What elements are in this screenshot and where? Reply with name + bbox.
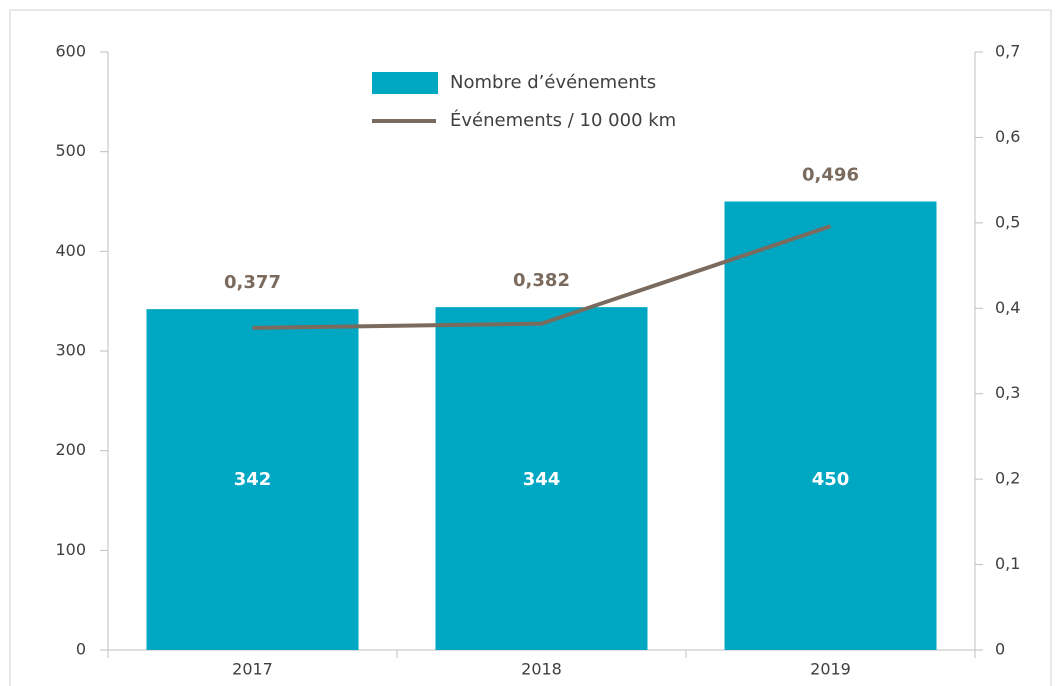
y-tick-label: 0 (76, 640, 86, 659)
x-tick-label: 2017 (232, 660, 273, 679)
bar-value-label: 450 (812, 469, 850, 490)
chart-frame (9, 9, 1052, 686)
line-value-label: 0,496 (802, 165, 859, 186)
bar-value-label: 344 (523, 469, 561, 490)
y-tick-label: 600 (55, 42, 86, 61)
x-tick-label: 2019 (810, 660, 851, 679)
y2-tick-label: 0 (995, 640, 1005, 659)
legend-swatch (372, 72, 438, 94)
y-tick-label: 200 (55, 440, 86, 459)
y-tick-label: 100 (55, 540, 86, 559)
line-value-label: 0,377 (224, 272, 281, 293)
y-tick-label: 500 (55, 141, 86, 160)
legend-label: Événements / 10 000 km (450, 109, 676, 131)
bar (724, 201, 937, 650)
legend-label: Nombre d’événements (450, 72, 656, 93)
x-tick-label: 2018 (521, 660, 562, 679)
y2-tick-label: 0,2 (995, 469, 1020, 488)
bar (435, 307, 648, 650)
y2-tick-label: 0,1 (995, 554, 1020, 573)
line (252, 224, 832, 330)
line-value-label: 0,382 (513, 270, 570, 291)
y2-tick-label: 0,4 (995, 298, 1020, 317)
y2-tick-label: 0,5 (995, 212, 1020, 231)
y2-tick-label: 0,6 (995, 127, 1020, 146)
bar-value-label: 342 (234, 469, 272, 490)
y-tick-label: 300 (55, 341, 86, 360)
y2-tick-label: 0,3 (995, 383, 1020, 402)
y-tick-label: 400 (55, 241, 86, 260)
y2-tick-label: 0,7 (995, 42, 1020, 61)
bar (146, 309, 359, 650)
